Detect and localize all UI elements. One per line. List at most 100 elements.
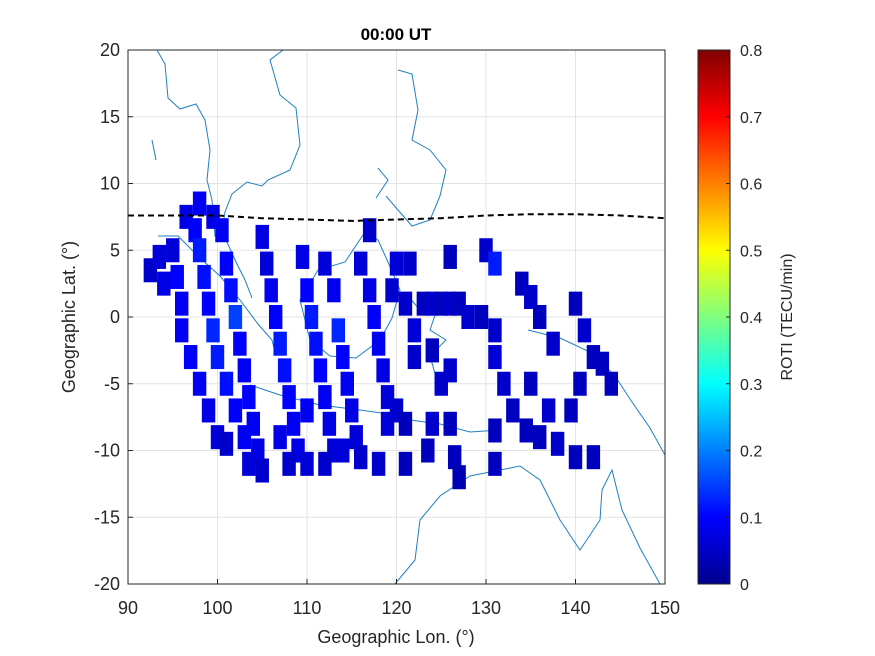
x-tick-label: 150: [650, 598, 680, 618]
roti-cell: [264, 278, 278, 303]
roti-cell: [309, 331, 323, 356]
roti-cell: [322, 411, 337, 436]
y-tick-label: 20: [100, 40, 120, 60]
x-tick-label: 130: [471, 598, 501, 618]
roti-cell: [228, 304, 243, 330]
roti-cell: [166, 238, 180, 263]
roti-cell: [573, 371, 587, 396]
roti-cell: [201, 291, 216, 316]
roti-cell: [541, 398, 556, 423]
roti-cell: [524, 284, 538, 309]
roti-cell: [577, 318, 592, 343]
roti-cell: [336, 345, 350, 370]
roti-cell: [192, 238, 207, 263]
roti-cell: [532, 425, 547, 450]
roti-cell: [407, 318, 422, 343]
colorbar-tick-label: 0.1: [740, 510, 762, 527]
roti-cell: [318, 451, 332, 476]
roti-cell: [201, 398, 216, 423]
roti-cell: [443, 244, 457, 269]
y-tick-label: 5: [110, 240, 120, 260]
roti-cell: [488, 345, 502, 370]
roti-cell: [192, 371, 207, 396]
colorbar-tick-label: 0.8: [740, 43, 762, 60]
roti-cell: [273, 425, 287, 450]
roti-cell: [197, 264, 211, 289]
roti-cell: [568, 445, 583, 470]
roti-cell: [474, 304, 489, 330]
roti-cell: [183, 345, 198, 370]
roti-cell: [550, 431, 565, 456]
roti-cell: [224, 278, 238, 303]
roti-cell: [237, 425, 252, 450]
roti-cell: [506, 398, 520, 423]
roti-cell: [345, 398, 359, 423]
roti-cell: [268, 304, 283, 330]
roti-cell: [362, 278, 377, 303]
roti-cell: [488, 418, 502, 443]
y-tick-label: 10: [100, 174, 120, 194]
roti-cell: [488, 451, 502, 476]
x-tick-label: 110: [293, 598, 322, 618]
roti-cell: [215, 218, 229, 243]
roti-cell: [277, 358, 292, 383]
roti-cell: [568, 291, 583, 316]
roti-cell: [331, 318, 346, 343]
colorbar-tick-label: 0.6: [740, 177, 762, 194]
roti-cell: [398, 451, 413, 476]
roti-cell: [389, 251, 404, 276]
roti-cell: [152, 244, 167, 269]
mindanao-bay: [151, 139, 157, 161]
roti-cell: [304, 304, 319, 330]
roti-cell: [546, 331, 560, 356]
colorbar-tick-label: 0.4: [740, 310, 762, 327]
roti-cell: [170, 264, 184, 289]
roti-cell: [237, 358, 252, 383]
colorbar-label: ROTI (TECU/min): [779, 253, 796, 380]
roti-cell: [282, 385, 296, 410]
roti-cell: [255, 224, 269, 249]
roti-cell: [461, 304, 475, 330]
x-tick-label: 100: [202, 598, 232, 618]
roti-cell: [219, 371, 234, 396]
roti-cell: [586, 445, 601, 470]
colorbar-tick-label: 0.3: [740, 377, 762, 394]
borneo: [299, 231, 401, 359]
roti-cell: [398, 411, 413, 436]
colorbar-tick-labels: 0.8 0.7 0.6 0.5 0.4 0.3 0.2 0.1 0: [726, 43, 762, 594]
colorbar-tick-label: 0.7: [740, 110, 762, 127]
roti-cell: [367, 304, 381, 330]
roti-cell: [300, 278, 314, 303]
philippines: [385, 69, 447, 227]
colorbar-tick-label: 0.5: [740, 243, 762, 260]
y-tick-label: -10: [94, 441, 120, 461]
roti-cell: [192, 191, 207, 216]
roti-cell: [286, 411, 301, 436]
y-tick-labels: 20 15 10 5 0 -5 -10 -15 -20: [94, 40, 133, 594]
roti-cell: [313, 358, 328, 383]
palawan: [375, 167, 389, 199]
roti-cell: [447, 445, 462, 470]
roti-cells: [143, 191, 619, 490]
roti-cell: [327, 278, 341, 303]
roti-cell: [604, 371, 619, 396]
roti-cell: [219, 251, 234, 276]
australia: [394, 465, 661, 584]
chart-title: 00:00 UT: [361, 25, 432, 44]
roti-cell: [206, 318, 220, 343]
y-tick-label: -5: [104, 374, 120, 394]
y-axis-label: Geographic Lat. (°): [59, 241, 79, 393]
roti-cell: [228, 398, 243, 423]
roti-cell: [340, 371, 354, 396]
roti-cell: [532, 304, 547, 330]
y-tick-label: -20: [94, 574, 120, 594]
roti-cell: [273, 331, 287, 356]
roti-cell: [425, 338, 440, 363]
roti-cell: [295, 244, 310, 269]
y-tick-label: -15: [94, 507, 120, 527]
roti-cell: [300, 398, 314, 423]
roti-cell: [595, 351, 610, 376]
roti-cell: [255, 458, 269, 483]
roti-cell: [452, 465, 466, 490]
roti-cell: [242, 385, 256, 410]
